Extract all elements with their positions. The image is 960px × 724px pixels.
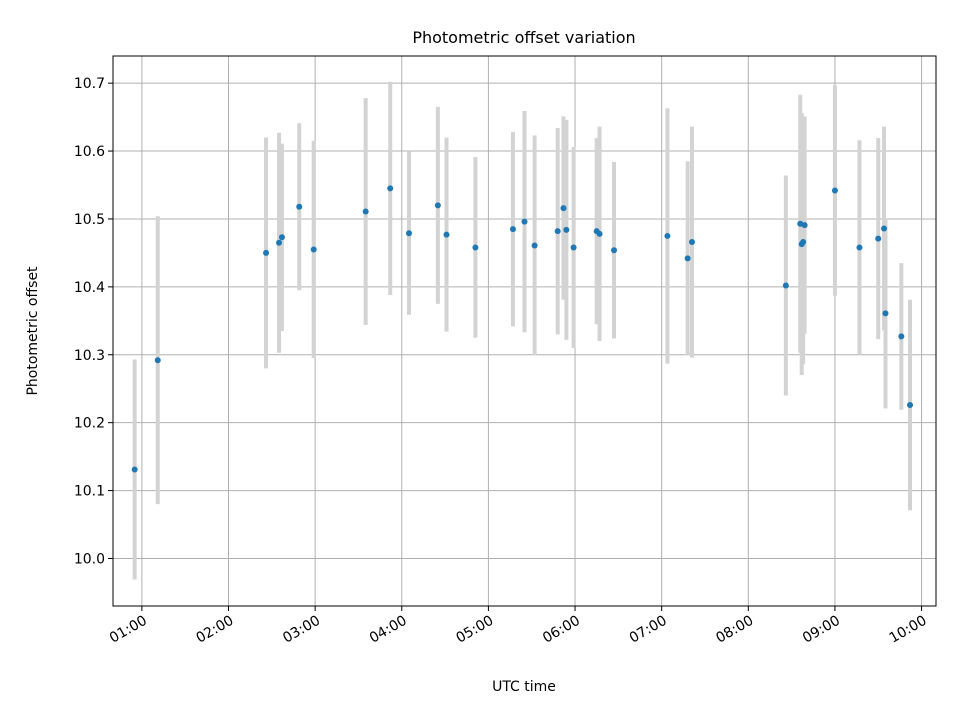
y-tick-label: 10.2	[74, 416, 105, 432]
y-tick-label: 10.1	[74, 484, 105, 500]
data-point	[875, 235, 882, 242]
data-point	[310, 246, 317, 253]
data-point	[831, 187, 838, 194]
data-point	[882, 310, 889, 317]
y-tick-label: 10.6	[74, 144, 105, 160]
data-point	[531, 242, 538, 249]
y-tick-label: 10.5	[74, 212, 105, 228]
data-point	[907, 402, 914, 409]
data-point	[560, 205, 567, 212]
data-point	[472, 244, 479, 251]
data-point	[684, 255, 691, 262]
plot-frame	[112, 55, 937, 607]
y-tick-label: 10.4	[74, 280, 105, 296]
data-point	[782, 282, 789, 289]
x-axis-label: UTC time	[492, 679, 556, 695]
y-tick-label: 10.3	[74, 348, 105, 364]
data-point	[570, 244, 577, 251]
data-point	[296, 203, 303, 210]
data-point	[276, 239, 283, 246]
data-point	[881, 225, 888, 232]
y-tick-label: 10.7	[74, 76, 105, 92]
data-point	[278, 234, 285, 241]
data-point	[362, 208, 369, 215]
data-point	[405, 230, 412, 237]
data-point	[800, 239, 807, 246]
data-point	[856, 244, 863, 251]
y-tick-label: 10.0	[74, 551, 105, 567]
data-point	[263, 249, 270, 256]
point-layer	[131, 185, 914, 473]
data-point	[521, 218, 528, 225]
chart-title: Photometric offset variation	[412, 28, 635, 47]
data-point	[154, 357, 161, 364]
data-point	[509, 226, 516, 233]
y-axis-label: Photometric offset	[25, 266, 41, 396]
data-point	[596, 230, 603, 237]
data-point	[611, 247, 618, 254]
data-point	[688, 239, 695, 246]
data-point	[554, 228, 561, 235]
data-point	[387, 185, 394, 192]
data-point	[664, 232, 671, 239]
data-point	[898, 333, 905, 340]
data-point	[131, 466, 138, 473]
data-point	[434, 202, 441, 209]
y-axis-ticks: 10.0 10.1 10.2 10.3 10.4 10.5 10.6 10.7	[74, 76, 113, 567]
data-point	[443, 231, 450, 238]
data-point	[563, 226, 570, 233]
data-point	[801, 222, 808, 229]
